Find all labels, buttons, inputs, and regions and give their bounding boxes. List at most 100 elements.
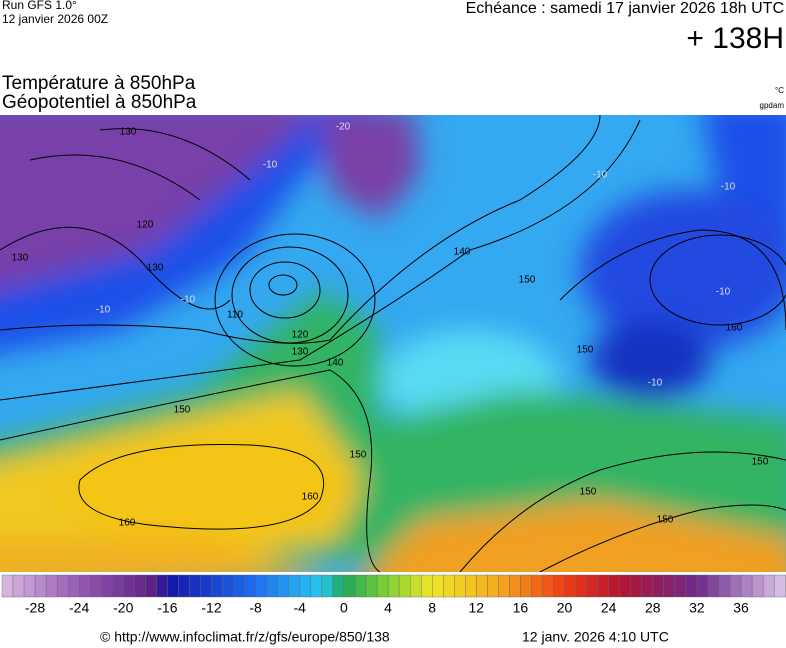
- colorbar-cell: [156, 574, 168, 598]
- colorbar-cell: [189, 574, 201, 598]
- colorbar-cell: [597, 574, 609, 598]
- colorbar: -28 -24 -20 -16 -12 -8 -4 0 4 8 12 16 20 24 28 32 36: [1, 574, 786, 616]
- colorbar-tick-label: 24: [601, 600, 617, 616]
- contour-label: 130: [292, 347, 309, 358]
- colorbar-cell: [45, 574, 58, 598]
- colorbar-tick-label: 0: [340, 600, 348, 616]
- colorbar-cell: [244, 574, 256, 598]
- colorbar-cell: [674, 574, 687, 598]
- title-geopotential: Géopotentiel à 850hPa: [2, 92, 197, 113]
- colorbar-cell: [454, 574, 466, 598]
- contour-label: 150: [519, 275, 536, 286]
- colorbar-cell: [762, 574, 775, 598]
- contour-label: 120: [137, 220, 154, 231]
- colorbar-cell: [586, 574, 598, 598]
- colorbar-tick-label: -8: [249, 600, 262, 616]
- colorbar-cell: [112, 574, 124, 598]
- colorbar-cell: [531, 574, 543, 598]
- contour-label: 150: [577, 345, 594, 356]
- colorbar-cell: [542, 574, 554, 598]
- contour-label: 150: [657, 515, 674, 526]
- colorbar-cell: [233, 574, 245, 598]
- contour-label: -10: [96, 305, 111, 316]
- contour-label: 140: [454, 247, 471, 258]
- colorbar-tick-label: 12: [468, 600, 484, 616]
- title-temperature: Température à 850hPa: [2, 73, 196, 94]
- colorbar-tick-label: 16: [513, 600, 529, 616]
- colorbar-tick-label: 36: [733, 600, 749, 616]
- colorbar-cell: [773, 574, 786, 598]
- source-url: © http://www.infoclimat.fr/z/gfs/europe/…: [100, 629, 390, 645]
- colorbar-tick-label: 28: [645, 600, 661, 616]
- colorbar-tick-label: 32: [689, 600, 705, 616]
- colorbar-cell: [729, 574, 742, 598]
- colorbar-cell: [465, 574, 477, 598]
- contour-label: 110: [227, 310, 243, 321]
- colorbar-cell: [432, 574, 444, 598]
- colorbar-tick-label: -12: [201, 600, 221, 616]
- colorbar-cell: [1, 574, 14, 598]
- colorbar-cell: [376, 574, 389, 598]
- colorbar-cell: [277, 574, 290, 598]
- colorbar-cell: [255, 574, 267, 598]
- colorbar-cell: [696, 574, 709, 598]
- colorbar-cell: [200, 574, 212, 598]
- colorbar-cell: [299, 574, 312, 598]
- colorbar-cell: [365, 574, 378, 598]
- colorbar-cell: [619, 574, 631, 598]
- colorbar-cell: [67, 574, 80, 598]
- colorbar-cell: [487, 574, 499, 598]
- contour-label: 150: [580, 487, 597, 498]
- colorbar-cell: [630, 574, 643, 598]
- colorbar-cell: [354, 574, 367, 598]
- contour-label: -10: [716, 287, 731, 298]
- colorbar-cell: [56, 574, 69, 598]
- colorbar-cell: [321, 574, 334, 598]
- colorbar-cell: [332, 574, 345, 598]
- contour-lines: [0, 115, 786, 572]
- colorbar-tick-label: -28: [25, 600, 45, 616]
- colorbar-cell: [685, 574, 698, 598]
- colorbar-cell: [310, 574, 323, 598]
- colorbar-cell: [498, 574, 510, 598]
- forecast-time: Echéance : samedi 17 janvier 2026 18h UT…: [466, 0, 784, 17]
- colorbar-cell: [740, 574, 753, 598]
- contour-label: 130: [147, 263, 164, 274]
- run-label: Run GFS 1.0°: [2, 0, 77, 12]
- colorbar-cell: [476, 574, 488, 598]
- contour-label: 150: [350, 450, 367, 461]
- colorbar-cell: [167, 574, 179, 598]
- colorbar-tick-label: -20: [113, 600, 133, 616]
- colorbar-cell: [641, 574, 654, 598]
- contour-label: 160: [302, 492, 319, 503]
- colorbar-cell: [553, 574, 565, 598]
- unit-temperature: °C: [775, 86, 784, 95]
- contour-label: 130: [12, 253, 29, 264]
- colorbar-cell: [222, 574, 234, 598]
- timestamp: 12 janv. 2026 4:10 UTC: [522, 629, 669, 645]
- colorbar-cell: [398, 574, 411, 598]
- unit-geopotential: gpdam: [760, 101, 785, 110]
- contour-label: -10: [263, 160, 278, 171]
- colorbar-cell: [520, 574, 532, 598]
- colorbar-cell: [443, 574, 455, 598]
- colorbar-tick-label: -4: [294, 600, 307, 616]
- colorbar-cell: [575, 574, 587, 598]
- contour-label: 150: [174, 405, 191, 416]
- run-date: 12 janvier 2026 00Z: [2, 12, 108, 26]
- colorbar-cell: [178, 574, 190, 598]
- map-field: [0, 115, 786, 572]
- colorbar-cell: [34, 574, 47, 598]
- contour-label: 150: [752, 457, 769, 468]
- colorbar-tick-label: 8: [428, 600, 436, 616]
- forecast-offset: + 138H: [686, 22, 784, 55]
- colorbar-cell: [751, 574, 764, 598]
- colorbar-cell: [509, 574, 521, 598]
- colorbar-cell: [145, 574, 157, 598]
- colorbar-cell: [608, 574, 620, 598]
- colorbar-cell: [12, 574, 25, 598]
- colorbar-tick-label: -16: [157, 600, 177, 616]
- contour-label: -10: [593, 170, 608, 181]
- contour-label: 140: [327, 358, 344, 369]
- contour-label: 160: [119, 518, 136, 529]
